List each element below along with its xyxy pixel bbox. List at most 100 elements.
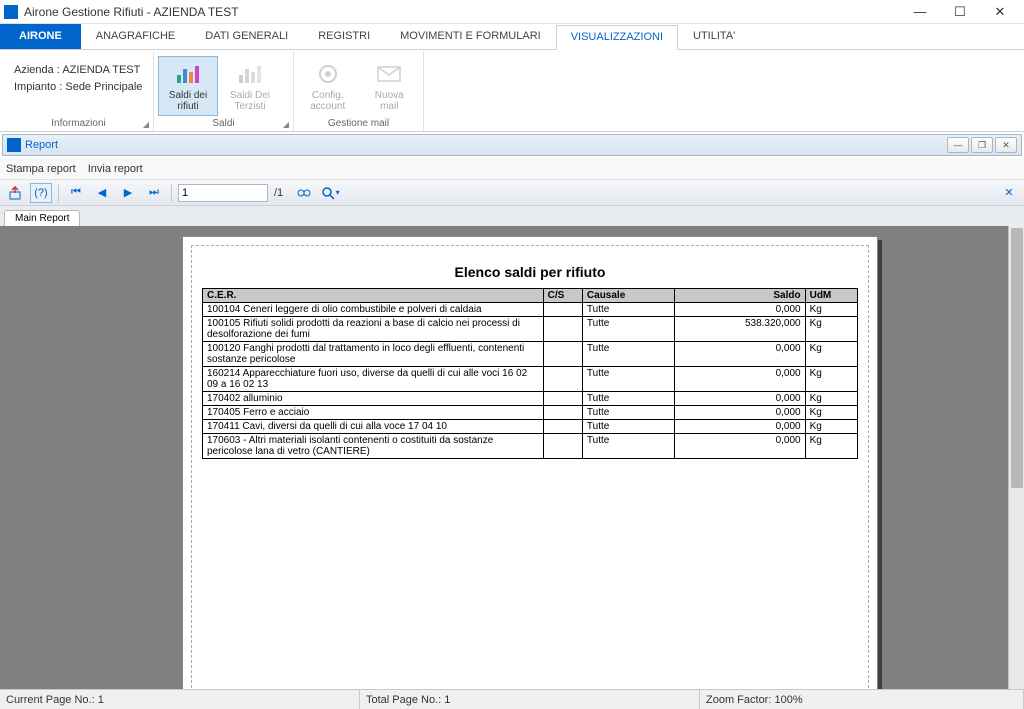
saldi-rifiuti-button[interactable]: Saldi dei rifiuti [158, 56, 218, 116]
cell-cer: 100105 Rifiuti solidi prodotti da reazio… [203, 317, 544, 342]
cell-udm: Kg [805, 303, 857, 317]
close-button[interactable]: ✕ [980, 0, 1020, 24]
status-current: Current Page No.: 1 [0, 690, 360, 709]
first-page-button[interactable]: ⏮ [65, 183, 87, 203]
cell-causale: Tutte [582, 367, 674, 392]
cell-udm: Kg [805, 434, 857, 459]
col-causale: Causale [582, 289, 674, 303]
cell-saldo: 0,000 [674, 406, 805, 420]
vertical-scrollbar[interactable] [1008, 226, 1024, 689]
cell-saldo: 0,000 [674, 303, 805, 317]
status-zoom: Zoom Factor: 100% [700, 690, 1024, 709]
cell-udm: Kg [805, 342, 857, 367]
cell-cs [543, 434, 582, 459]
gear-icon [314, 60, 342, 88]
saldi-terzisti-button[interactable]: Saldi Dei Terzisti [220, 56, 280, 116]
menu-stampa[interactable]: Stampa report [6, 163, 76, 175]
cell-saldo: 0,000 [674, 420, 805, 434]
tab-registri[interactable]: REGISTRI [303, 24, 385, 49]
cell-causale: Tutte [582, 392, 674, 406]
export-button[interactable] [4, 183, 26, 203]
tab-dati-generali[interactable]: DATI GENERALI [190, 24, 303, 49]
window-title: Airone Gestione Rifiuti - AZIENDA TEST [24, 5, 900, 19]
cell-udm: Kg [805, 406, 857, 420]
status-bar: Current Page No.: 1 Total Page No.: 1 Zo… [0, 689, 1024, 709]
tab-anagrafiche[interactable]: ANAGRAFICHE [81, 24, 190, 49]
table-row: 100120 Fanghi prodotti dal trattamento i… [203, 342, 858, 367]
cell-cer: 170603 - Altri materiali isolanti conten… [203, 434, 544, 459]
report-page: Elenco saldi per rifiuto C.E.R. C/S Caus… [182, 236, 878, 689]
menu-bar: Stampa report Invia report [0, 158, 1024, 180]
cell-cer: 100104 Ceneri leggere di olio combustibi… [203, 303, 544, 317]
ribbon-tabs: AIRONE ANAGRAFICHE DATI GENERALI REGISTR… [0, 24, 1024, 50]
table-row: 100105 Rifiuti solidi prodotti da reazio… [203, 317, 858, 342]
cell-saldo: 0,000 [674, 367, 805, 392]
cell-saldo: 0,000 [674, 342, 805, 367]
mail-icon [375, 60, 403, 88]
table-row: 170405 Ferro e acciaioTutte0,000Kg [203, 406, 858, 420]
cell-causale: Tutte [582, 434, 674, 459]
cell-cs [543, 317, 582, 342]
tab-utilita[interactable]: UTILITA' [678, 24, 750, 49]
zoom-icon [321, 186, 335, 200]
cell-cs [543, 342, 582, 367]
azienda-label: Azienda : AZIENDA TEST [14, 62, 142, 79]
cell-cer: 170405 Ferro e acciaio [203, 406, 544, 420]
report-title-label: Report [25, 139, 945, 151]
cell-cs [543, 406, 582, 420]
table-row: 170402 alluminioTutte0,000Kg [203, 392, 858, 406]
report-icon [7, 138, 21, 152]
close-toolbar-button[interactable]: ✕ [998, 183, 1020, 203]
sub-minimize-button[interactable]: — [947, 137, 969, 153]
cell-cer: 170402 alluminio [203, 392, 544, 406]
cell-cs [543, 367, 582, 392]
scroll-thumb[interactable] [1011, 228, 1023, 488]
ribbon-body: Azienda : AZIENDA TEST Impianto : Sede P… [0, 50, 1024, 132]
tab-movimenti[interactable]: MOVIMENTI E FORMULARI [385, 24, 556, 49]
prev-page-button[interactable]: ◀ [91, 183, 113, 203]
cell-causale: Tutte [582, 317, 674, 342]
page-total: /1 [274, 187, 283, 199]
col-saldo: Saldo [674, 289, 805, 303]
chart-icon [236, 60, 264, 88]
app-tab[interactable]: AIRONE [0, 24, 81, 49]
cell-udm: Kg [805, 317, 857, 342]
maximize-button[interactable]: ☐ [940, 0, 980, 24]
zoom-button[interactable]: ▾ [319, 183, 341, 203]
report-heading: Elenco saldi per rifiuto [202, 264, 858, 280]
cell-causale: Tutte [582, 420, 674, 434]
cell-cer: 170411 Cavi, diversi da quelli di cui al… [203, 420, 544, 434]
cell-cs [543, 420, 582, 434]
minimize-button[interactable]: — [900, 0, 940, 24]
last-page-button[interactable]: ⏭ [143, 183, 165, 203]
binoculars-icon [297, 186, 311, 200]
report-table: C.E.R. C/S Causale Saldo UdM 100104 Cene… [202, 288, 858, 459]
cell-saldo: 0,000 [674, 434, 805, 459]
cell-cs [543, 392, 582, 406]
next-page-button[interactable]: ▶ [117, 183, 139, 203]
cell-saldo: 538.320,000 [674, 317, 805, 342]
report-toolbar: (?) ⏮ ◀ ▶ ⏭ /1 ▾ ✕ [0, 180, 1024, 206]
col-udm: UdM [805, 289, 857, 303]
cell-udm: Kg [805, 367, 857, 392]
help-button[interactable]: (?) [30, 183, 52, 203]
group-mail: Gestione mail [298, 116, 419, 131]
table-row: 160214 Apparecchiature fuori uso, divers… [203, 367, 858, 392]
col-cer: C.E.R. [203, 289, 544, 303]
search-button[interactable] [293, 183, 315, 203]
export-icon [8, 186, 22, 200]
menu-invia[interactable]: Invia report [88, 163, 143, 175]
page-input[interactable] [178, 184, 268, 202]
sub-close-button[interactable]: ✕ [995, 137, 1017, 153]
table-header-row: C.E.R. C/S Causale Saldo UdM [203, 289, 858, 303]
table-row: 170411 Cavi, diversi da quelli di cui al… [203, 420, 858, 434]
chart-icon [174, 60, 202, 88]
tab-visualizzazioni[interactable]: VISUALIZZAZIONI [556, 25, 678, 50]
title-bar: Airone Gestione Rifiuti - AZIENDA TEST —… [0, 0, 1024, 24]
main-report-tab[interactable]: Main Report [4, 210, 80, 226]
doc-tabbar: Main Report [0, 206, 1024, 226]
config-account-button[interactable]: Config. account [298, 56, 358, 116]
sub-restore-button[interactable]: ❐ [971, 137, 993, 153]
status-total: Total Page No.: 1 [360, 690, 700, 709]
nuova-mail-button[interactable]: Nuova mail [360, 56, 420, 116]
